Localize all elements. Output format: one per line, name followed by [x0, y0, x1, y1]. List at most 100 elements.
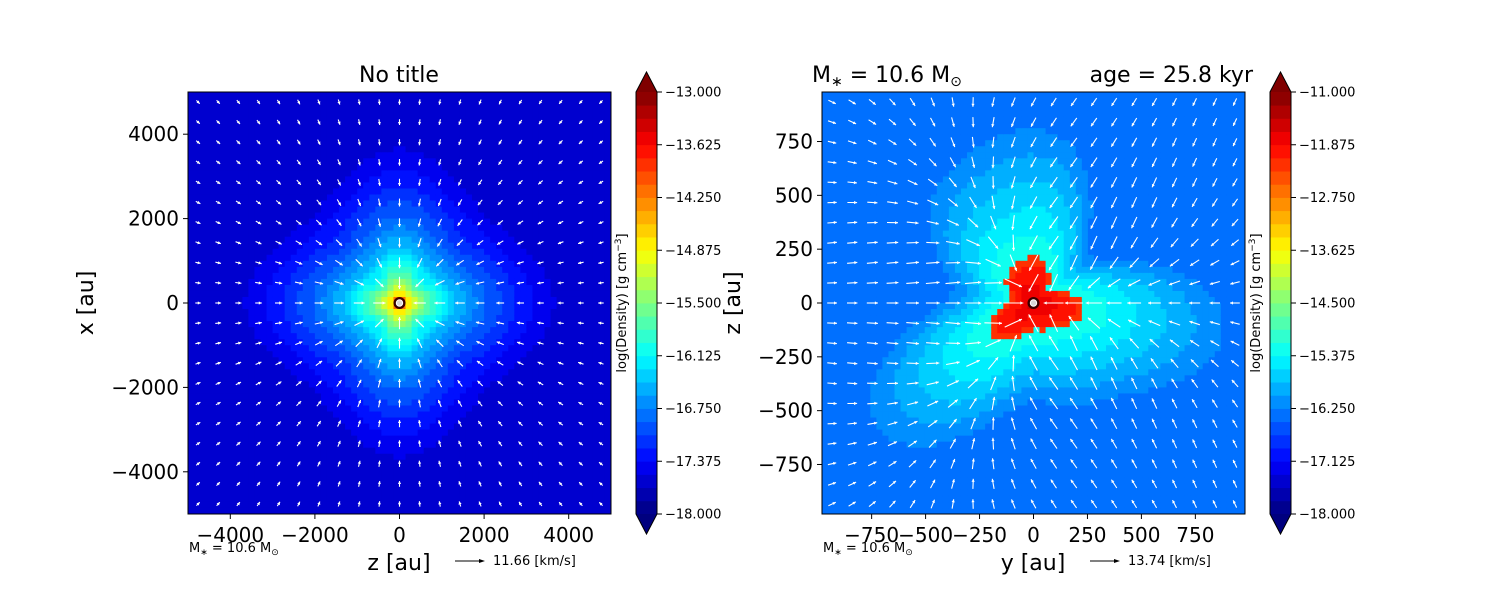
density-cell	[357, 387, 364, 395]
density-cell	[230, 315, 237, 322]
density-cell	[369, 327, 376, 334]
density-cell	[562, 200, 570, 208]
density-cell	[496, 146, 503, 153]
density-cell	[532, 140, 540, 147]
density-cell	[381, 266, 389, 274]
density-cell	[484, 110, 491, 117]
density-cell	[550, 357, 558, 364]
density-cell	[254, 393, 262, 401]
density-cell	[478, 477, 485, 485]
density-cell	[478, 110, 485, 117]
density-cell	[532, 146, 540, 153]
density-cell	[357, 104, 364, 111]
density-cell	[345, 296, 352, 304]
density-cell	[604, 176, 611, 184]
density-cell	[260, 266, 268, 274]
density-cell	[363, 200, 370, 208]
density-cell	[568, 399, 576, 407]
density-cell	[308, 254, 316, 262]
density-cell	[526, 176, 534, 184]
density-cell	[254, 248, 262, 256]
density-cell	[302, 98, 310, 105]
density-cell	[278, 206, 286, 214]
density-cell	[242, 194, 250, 202]
density-cell	[478, 164, 485, 171]
density-cell	[381, 92, 389, 99]
density-cell	[188, 188, 195, 196]
density-cell	[399, 134, 407, 141]
density-cell	[592, 224, 600, 232]
density-cell	[520, 309, 527, 316]
density-cell	[242, 224, 250, 232]
density-cell	[296, 471, 304, 479]
density-cell	[459, 152, 467, 159]
density-cell	[363, 242, 370, 250]
density-cell	[363, 296, 370, 304]
density-cell	[453, 104, 461, 111]
density-cell	[266, 501, 274, 509]
density-cell	[200, 188, 207, 196]
density-cell	[393, 495, 401, 503]
density-cell	[200, 447, 207, 455]
density-cell	[496, 290, 503, 298]
density-cell	[308, 339, 316, 346]
density-cell	[363, 345, 370, 352]
density-cell	[357, 110, 364, 117]
density-cell	[447, 200, 455, 208]
density-cell	[363, 375, 370, 382]
density-cell	[333, 387, 340, 395]
density-cell	[550, 471, 558, 479]
density-cell	[345, 176, 352, 184]
density-cell	[453, 345, 461, 352]
density-cell	[429, 489, 437, 497]
density-cell	[574, 194, 582, 202]
density-cell	[556, 345, 564, 352]
density-cell	[272, 453, 280, 461]
density-cell	[236, 435, 243, 443]
density-cell	[399, 387, 407, 395]
density-cell	[484, 122, 491, 129]
density-cell	[459, 405, 467, 413]
density-cell	[502, 429, 509, 437]
density-cell	[459, 134, 467, 141]
density-cell	[248, 242, 256, 250]
density-cell	[200, 272, 207, 280]
density-cell	[284, 429, 292, 437]
density-cell	[435, 152, 443, 159]
density-cell	[514, 423, 521, 431]
density-cell	[308, 369, 316, 376]
density-cell	[478, 507, 485, 514]
density-cell	[236, 423, 243, 431]
density-cell	[363, 128, 370, 135]
density-cell	[472, 176, 479, 184]
density-cell	[490, 321, 497, 328]
density-cell	[254, 303, 262, 310]
density-cell	[314, 152, 322, 159]
density-cell	[429, 134, 437, 141]
density-cell	[369, 260, 376, 268]
density-cell	[459, 495, 467, 503]
density-cell	[472, 92, 479, 99]
density-cell	[260, 369, 268, 376]
density-cell	[568, 459, 576, 467]
density-cell	[562, 290, 570, 298]
density-cell	[272, 327, 280, 334]
density-cell	[484, 230, 491, 238]
density-cell	[604, 116, 611, 123]
density-cell	[224, 176, 231, 184]
density-cell	[363, 435, 370, 443]
density-cell	[592, 92, 600, 99]
density-cell	[520, 381, 527, 388]
density-cell	[381, 393, 389, 401]
density-cell	[465, 98, 473, 105]
density-cell	[212, 429, 219, 437]
density-cell	[478, 357, 485, 364]
density-cell	[308, 351, 316, 358]
density-cell	[399, 104, 407, 111]
density-cell	[206, 309, 213, 316]
density-cell	[278, 483, 286, 491]
density-cell	[429, 92, 437, 99]
density-cell	[254, 405, 262, 413]
density-cell	[472, 272, 479, 280]
density-cell	[272, 218, 280, 226]
